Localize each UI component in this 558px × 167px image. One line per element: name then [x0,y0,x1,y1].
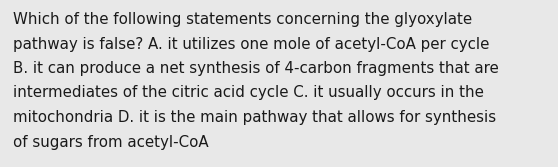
Text: pathway is false? A. it utilizes one mole of acetyl-CoA per cycle: pathway is false? A. it utilizes one mol… [13,37,489,51]
Text: mitochondria D. it is the main pathway that allows for synthesis: mitochondria D. it is the main pathway t… [13,110,496,125]
Text: B. it can produce a net synthesis of 4-carbon fragments that are: B. it can produce a net synthesis of 4-c… [13,61,499,76]
Text: intermediates of the citric acid cycle C. it usually occurs in the: intermediates of the citric acid cycle C… [13,86,484,101]
Text: Which of the following statements concerning the glyoxylate: Which of the following statements concer… [13,12,472,27]
Text: of sugars from acetyl-CoA: of sugars from acetyl-CoA [13,134,209,149]
